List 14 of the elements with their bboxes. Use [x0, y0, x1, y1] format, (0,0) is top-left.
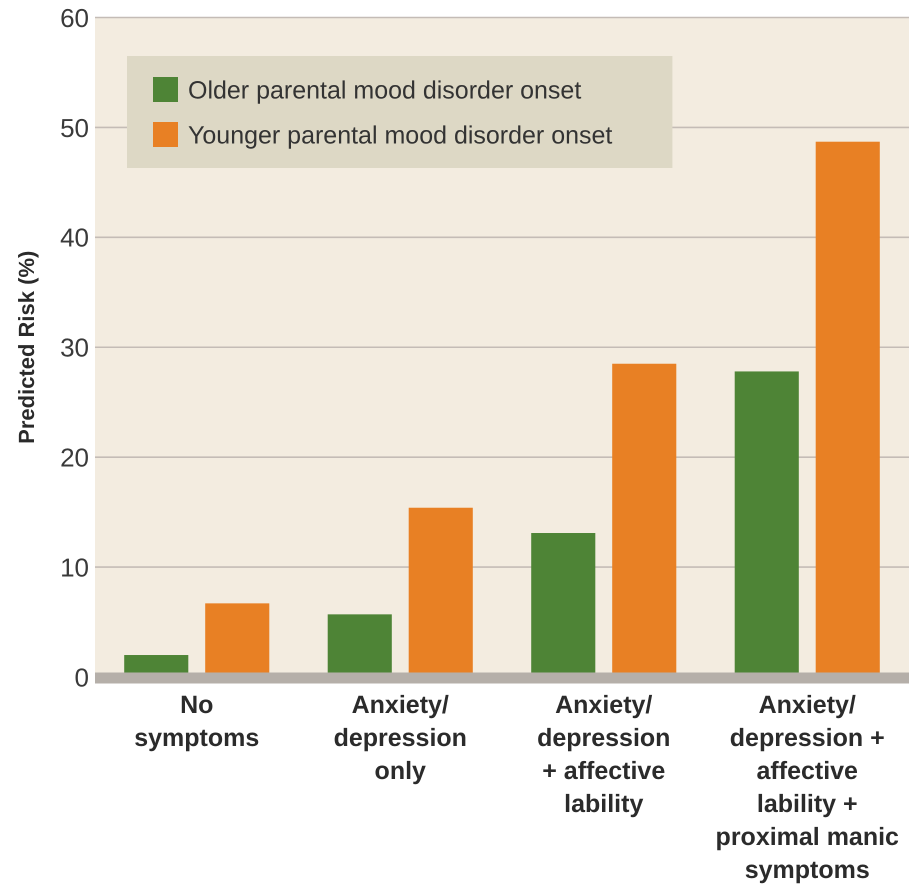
y-tick-label: 60	[60, 2, 89, 33]
x-tick-label: No symptoms	[134, 691, 260, 752]
y-tick-label: 50	[60, 112, 89, 143]
y-tick-label: 0	[74, 662, 89, 692]
x-tick-label: Anxiety/ depression only	[334, 691, 467, 785]
x-tick-label: Anxiety/ depression + affective lability + proximal manic symptoms	[716, 691, 900, 884]
legend-label: Older parental mood disorder onset	[188, 76, 582, 104]
y-tick-label: 20	[60, 442, 89, 473]
y-tick-label: 10	[60, 552, 89, 582]
legend-label: Younger parental mood disorder onset	[188, 121, 612, 150]
y-axis-title: Predicted Risk (%)	[14, 250, 39, 444]
y-tick-label: 40	[60, 222, 89, 253]
x-tick-label: Anxiety/ depression + affective lability	[537, 691, 670, 818]
y-tick-label: 30	[60, 332, 89, 363]
